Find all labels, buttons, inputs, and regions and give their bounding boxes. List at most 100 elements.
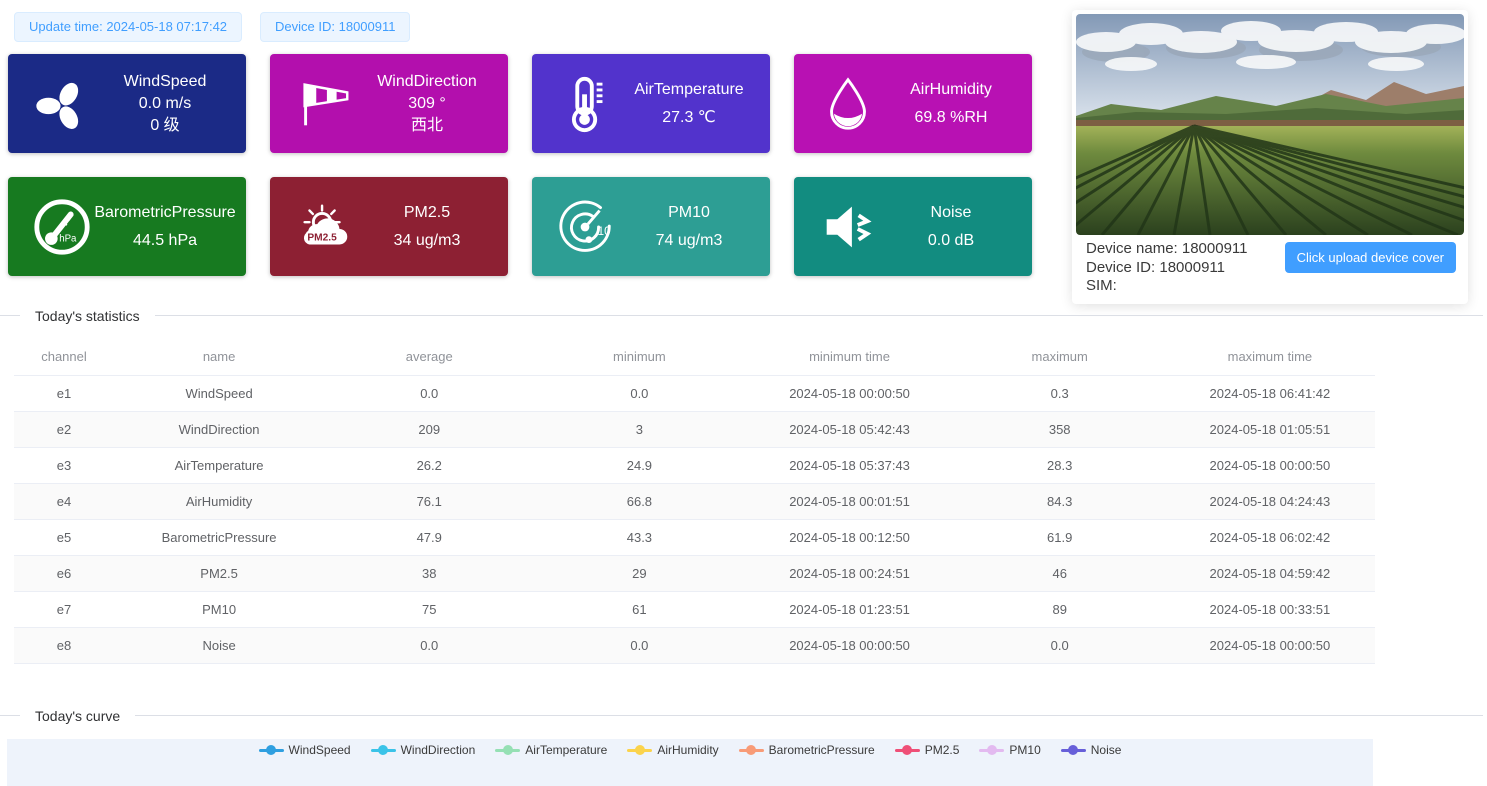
- cell-maximum: 358: [954, 411, 1165, 448]
- svg-text:hPa: hPa: [59, 233, 77, 244]
- legend-marker-icon: [738, 745, 764, 755]
- card-value: 74 ug/m3: [655, 231, 723, 249]
- legend-item-barometricpressure[interactable]: BarometricPressure: [738, 743, 875, 757]
- legend-item-pm10[interactable]: PM10: [979, 743, 1041, 757]
- legend-item-winddirection[interactable]: WindDirection: [370, 743, 475, 757]
- speaker-icon: [816, 195, 880, 259]
- legend-marker-icon: [979, 745, 1005, 755]
- col-minimum-time: minimum time: [744, 339, 955, 376]
- cell-channel: e8: [14, 627, 114, 664]
- legend-label: PM2.5: [924, 743, 960, 757]
- legend-item-pm25[interactable]: PM2.5: [894, 743, 960, 757]
- pressure-gauge-icon: hPa: [30, 195, 94, 259]
- table-row: e1 WindSpeed 0.0 0.0 2024-05-18 00:00:50 0.3 2…: [14, 375, 1375, 412]
- droplet-icon: [816, 72, 880, 136]
- device-panel: Device name: 18000911 Device ID: 1800091…: [1072, 10, 1468, 304]
- card-barometricpressure: hPa BarometricPressure 44.5 hPa: [8, 177, 246, 276]
- cell-average: 38: [324, 555, 535, 592]
- cell-name: WindDirection: [114, 411, 325, 448]
- cell-minimum: 3: [534, 411, 745, 448]
- card-title: WindDirection: [377, 72, 477, 90]
- windsock-icon: [292, 72, 356, 136]
- cell-maximum-time: 2024-05-18 01:05:51: [1164, 411, 1375, 448]
- cell-channel: e4: [14, 483, 114, 520]
- cell-name: BarometricPressure: [114, 519, 325, 556]
- legend-marker-icon: [258, 745, 284, 755]
- card-extra: 西北: [410, 116, 443, 134]
- thermometer-icon: [554, 72, 618, 136]
- legend-marker-icon: [1060, 745, 1086, 755]
- cell-average: 76.1: [324, 483, 535, 520]
- legend-item-windspeed[interactable]: WindSpeed: [258, 743, 351, 757]
- col-maximum-time: maximum time: [1164, 339, 1375, 376]
- cell-minimum: 66.8: [534, 483, 745, 520]
- cell-maximum-time: 2024-05-18 00:00:50: [1164, 627, 1375, 664]
- cell-average: 209: [324, 411, 535, 448]
- cell-minimum-time: 2024-05-18 05:42:43: [744, 411, 955, 448]
- legend-label: AirHumidity: [657, 743, 719, 757]
- metric-cards: WindSpeed 0.0 m/s 0 级 WindDirection 309 …: [8, 54, 1032, 276]
- cell-maximum-time: 2024-05-18 06:02:42: [1164, 519, 1375, 556]
- card-value: 309 °: [408, 94, 446, 112]
- cell-minimum-time: 2024-05-18 00:01:51: [744, 483, 955, 520]
- legend-item-noise[interactable]: Noise: [1060, 743, 1121, 757]
- card-title: BarometricPressure: [94, 203, 236, 221]
- card-value: 0.0 m/s: [138, 94, 192, 112]
- statistics-section-divider: Today's statistics: [0, 307, 1483, 324]
- card-windspeed: WindSpeed 0.0 m/s 0 级: [8, 54, 246, 153]
- cell-minimum: 0.0: [534, 627, 745, 664]
- card-airtemperature: AirTemperature 27.3 ℃: [532, 54, 770, 153]
- card-title: PM2.5: [403, 203, 451, 221]
- upload-cover-button[interactable]: Click upload device cover: [1284, 242, 1456, 273]
- table-row: e4 AirHumidity 76.1 66.8 2024-05-18 00:01:51…: [14, 483, 1375, 520]
- cell-name: AirTemperature: [114, 447, 325, 484]
- legend-item-airhumidity[interactable]: AirHumidity: [627, 743, 719, 757]
- table-row: e8 Noise 0.0 0.0 2024-05-18 00:00:50 0.0 2024-…: [14, 627, 1375, 664]
- cell-minimum-time: 2024-05-18 00:00:50: [744, 375, 955, 412]
- table-row: e2 WindDirection 209 3 2024-05-18 05:42:43 35…: [14, 411, 1375, 448]
- col-average: average: [324, 339, 535, 376]
- today-curve-chart: WindSpeed WindDirection AirTemperature A…: [7, 739, 1373, 786]
- card-value: 34 ug/m3: [393, 231, 461, 249]
- col-name: name: [114, 339, 325, 376]
- cell-name: PM10: [114, 591, 325, 628]
- legend-marker-icon: [894, 745, 920, 755]
- cell-minimum: 0.0: [534, 375, 745, 412]
- device-name: Device name: 18000911: [1086, 240, 1248, 257]
- legend-marker-icon: [627, 745, 653, 755]
- cell-channel: e3: [14, 447, 114, 484]
- pm10-gauge-icon: 10: [554, 195, 618, 259]
- legend-label: BarometricPressure: [768, 743, 875, 757]
- cell-minimum-time: 2024-05-18 00:00:50: [744, 627, 955, 664]
- curve-section-divider: Today's curve: [0, 707, 1483, 724]
- cell-maximum: 61.9: [954, 519, 1165, 556]
- card-title: PM10: [668, 203, 710, 221]
- legend-label: AirTemperature: [525, 743, 608, 757]
- card-value: 27.3 ℃: [662, 108, 716, 126]
- device-id-badge: Device ID: 18000911: [260, 12, 411, 42]
- legend-item-airtemperature[interactable]: AirTemperature: [495, 743, 607, 757]
- card-pm25: PM2.5 PM2.5 34 ug/m3: [270, 177, 508, 276]
- cell-minimum: 61: [534, 591, 745, 628]
- cell-average: 26.2: [324, 447, 535, 484]
- card-airhumidity: AirHumidity 69.8 %RH: [794, 54, 1032, 153]
- cell-minimum-time: 2024-05-18 01:23:51: [744, 591, 955, 628]
- cell-minimum: 24.9: [534, 447, 745, 484]
- cell-maximum: 0.0: [954, 627, 1165, 664]
- card-title: Noise: [930, 203, 972, 221]
- table-row: e6 PM2.5 38 29 2024-05-18 00:24:51 46 2024-05-…: [14, 555, 1375, 592]
- header-badges: Update time: 2024-05-18 07:17:42 Device …: [14, 12, 411, 42]
- cell-channel: e5: [14, 519, 114, 556]
- table-row: e7 PM10 75 61 2024-05-18 01:23:51 89 2024-05-1…: [14, 591, 1375, 628]
- cell-name: WindSpeed: [114, 375, 325, 412]
- curve-section-title: Today's curve: [20, 707, 136, 724]
- cell-name: PM2.5: [114, 555, 325, 592]
- col-maximum: maximum: [954, 339, 1165, 376]
- device-sim: SIM:: [1086, 277, 1117, 294]
- cell-maximum: 28.3: [954, 447, 1165, 484]
- fan-icon: [30, 72, 94, 136]
- cell-minimum: 43.3: [534, 519, 745, 556]
- card-winddirection: WindDirection 309 ° 西北: [270, 54, 508, 153]
- cell-channel: e7: [14, 591, 114, 628]
- col-minimum: minimum: [534, 339, 745, 376]
